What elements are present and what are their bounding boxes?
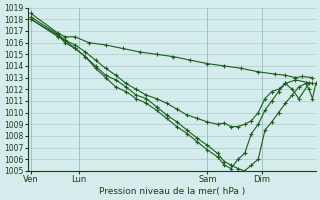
X-axis label: Pression niveau de la mer( hPa ): Pression niveau de la mer( hPa )	[99, 187, 245, 196]
